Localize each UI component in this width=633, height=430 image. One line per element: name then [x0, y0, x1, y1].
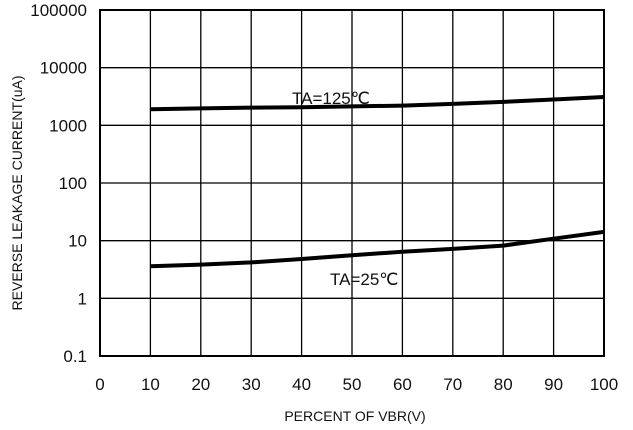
x-tick-labels: 0 10 20 30 40 50 60 70 80 90 100 — [95, 375, 618, 394]
x-tick-label: 10 — [141, 375, 160, 394]
x-tick-label: 90 — [544, 375, 563, 394]
x-tick-label: 20 — [191, 375, 210, 394]
x-tick-label: 30 — [242, 375, 261, 394]
x-tick-label: 60 — [393, 375, 412, 394]
x-axis-label: PERCENT OF VBR(V) — [284, 408, 425, 424]
plot-frame — [99, 9, 605, 357]
x-tick-label: 80 — [494, 375, 513, 394]
y-tick-label: 0.1 — [63, 347, 87, 366]
y-tick-label: 100 — [59, 174, 87, 193]
annotation-ta-125: TA=125℃ — [292, 89, 370, 108]
y-tick-label: 1000 — [49, 116, 87, 135]
y-tick-labels: 0.1 1 10 100 1000 10000 100000 — [30, 1, 87, 366]
y-tick-label: 10000 — [40, 59, 87, 78]
grid — [99, 9, 605, 357]
x-tick-label: 0 — [95, 375, 104, 394]
series-lines — [150, 95, 605, 269]
y-tick-label: 1 — [78, 289, 87, 308]
x-tick-label: 50 — [343, 375, 362, 394]
annotation-ta-25: TA=25℃ — [330, 270, 398, 289]
y-axis-label: REVERSE LEAKAGE CURRENT(uA) — [9, 76, 25, 311]
y-tick-label: 100000 — [30, 1, 87, 20]
series-line-1 — [150, 229, 605, 269]
x-tick-label: 100 — [590, 375, 618, 394]
x-tick-label: 40 — [292, 375, 311, 394]
x-tick-label: 70 — [443, 375, 462, 394]
series-line-0 — [150, 95, 605, 112]
y-tick-label: 10 — [68, 232, 87, 251]
